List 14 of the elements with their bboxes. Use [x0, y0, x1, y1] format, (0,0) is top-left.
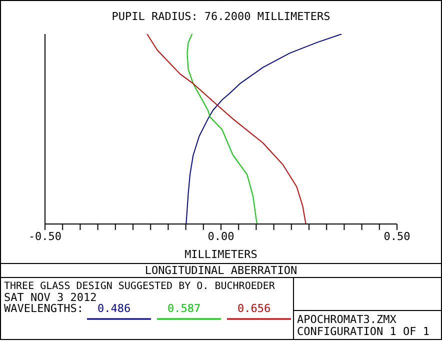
text: 0.486: [96, 302, 132, 315]
text: 0.587: [166, 302, 202, 315]
text: THREE GLASS DESIGN SUGGESTED BY O. BUCHROEDER: [4, 281, 275, 292]
legend-title: WAVELENGTHS:: [4, 302, 84, 317]
text: LONGITUDINAL ABERRATION: [1, 264, 441, 278]
text: APOCHROMAT3.ZMX: [297, 313, 396, 326]
text: CONFIGURATION 1 OF 1: [297, 325, 430, 338]
text: 0.656: [236, 302, 272, 315]
x-tick-label: 0.50: [384, 230, 410, 243]
text: SAT NOV 3 2012: [4, 291, 97, 304]
chart-subtitle: PUPIL RADIUS: 76.2000 MILLIMETERS: [110, 10, 332, 23]
x-tick-label: 0.00: [208, 230, 234, 243]
x-axis-title: MILLIMETERS: [184, 248, 258, 261]
x-tick-label: -0.50: [28, 230, 62, 243]
